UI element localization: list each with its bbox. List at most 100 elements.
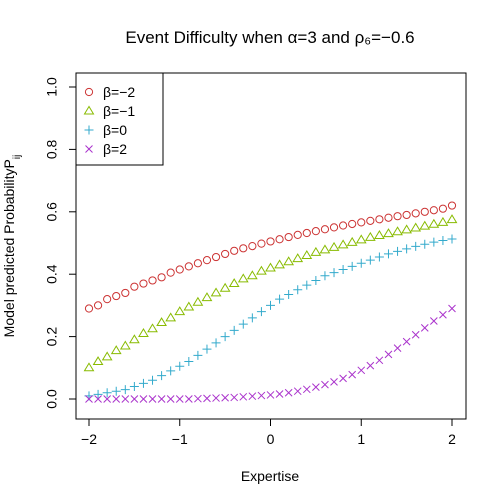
data-point	[364, 231, 376, 241]
data-point	[284, 232, 293, 242]
data-point	[130, 282, 139, 291]
y-tick-label: 0.6	[44, 202, 60, 222]
data-point	[228, 278, 240, 288]
y-tick-label: 1.0	[44, 77, 60, 97]
data-point	[411, 241, 421, 251]
data-point	[211, 338, 221, 348]
legend-item: β=0	[84, 122, 127, 138]
data-point	[128, 334, 140, 344]
data-point	[219, 282, 231, 292]
data-point	[339, 374, 347, 383]
series-4	[85, 304, 456, 403]
data-point	[85, 395, 93, 403]
data-point	[148, 395, 157, 403]
data-point	[357, 218, 366, 227]
data-point	[302, 280, 312, 290]
data-point	[194, 394, 202, 403]
data-point	[339, 221, 348, 230]
data-point	[384, 350, 393, 359]
data-point	[265, 262, 276, 272]
data-point	[93, 301, 103, 310]
data-point	[438, 236, 448, 246]
data-point	[184, 357, 194, 367]
data-point	[311, 227, 320, 236]
data-point	[221, 393, 229, 402]
data-point	[174, 306, 186, 316]
data-point	[274, 259, 285, 269]
data-point	[92, 356, 104, 366]
data-point	[139, 279, 148, 288]
data-point	[238, 319, 248, 329]
data-point	[366, 216, 375, 225]
x-tick-label: 1	[357, 431, 365, 447]
data-point	[375, 356, 384, 365]
series-1	[84, 201, 457, 313]
data-point	[148, 276, 157, 285]
data-point	[446, 214, 458, 224]
data-point	[330, 377, 338, 386]
data-point	[165, 312, 177, 322]
data-point	[275, 390, 284, 398]
data-point	[193, 259, 202, 268]
data-point	[166, 395, 175, 403]
data-point	[175, 395, 184, 403]
data-point	[375, 215, 384, 224]
data-point	[338, 265, 348, 275]
data-point	[239, 244, 248, 253]
data-point	[346, 236, 358, 246]
data-point	[246, 270, 258, 280]
chart-title: Event Difficulty when α=3 and ρ₆=−0.6	[125, 28, 414, 47]
data-point	[256, 265, 267, 275]
data-point	[410, 222, 422, 232]
data-point	[292, 253, 304, 263]
data-point	[221, 249, 230, 259]
data-point	[248, 242, 257, 251]
data-point	[329, 268, 339, 278]
y-axis-title-subscript: ij	[12, 155, 23, 159]
data-point	[365, 255, 375, 265]
data-point	[103, 395, 112, 403]
data-point	[220, 332, 230, 342]
data-point	[366, 361, 375, 370]
data-point	[374, 252, 384, 262]
data-point	[411, 330, 420, 339]
legend-marker	[84, 125, 94, 135]
data-point	[202, 256, 212, 265]
legend-marker	[85, 145, 93, 153]
data-point	[429, 237, 439, 247]
data-point	[302, 228, 311, 238]
data-point	[138, 328, 149, 337]
data-point	[210, 287, 222, 297]
data-point	[111, 386, 121, 396]
data-point	[393, 344, 402, 352]
data-point	[112, 291, 121, 301]
data-point	[129, 382, 139, 392]
data-point	[275, 235, 284, 244]
data-point	[348, 219, 357, 229]
data-point	[93, 389, 103, 399]
data-point	[419, 220, 431, 230]
data-point	[257, 239, 266, 248]
data-point	[230, 393, 239, 402]
data-point	[212, 394, 220, 402]
data-point	[248, 392, 257, 401]
data-point	[166, 268, 175, 277]
data-point	[175, 265, 184, 274]
data-point	[184, 395, 193, 403]
data-point	[203, 394, 211, 403]
data-point	[175, 361, 185, 371]
data-point	[393, 212, 402, 221]
data-point	[184, 262, 193, 271]
x-axis: −2 −1 0 1 2	[81, 418, 456, 447]
data-point	[384, 213, 393, 222]
data-point	[374, 230, 385, 240]
data-point	[157, 395, 166, 403]
x-axis-title: Expertise	[241, 468, 300, 484]
data-point	[130, 395, 139, 403]
data-point	[402, 244, 412, 254]
legend-label: β=0	[103, 122, 127, 138]
data-point	[192, 296, 204, 306]
data-point	[83, 362, 95, 372]
